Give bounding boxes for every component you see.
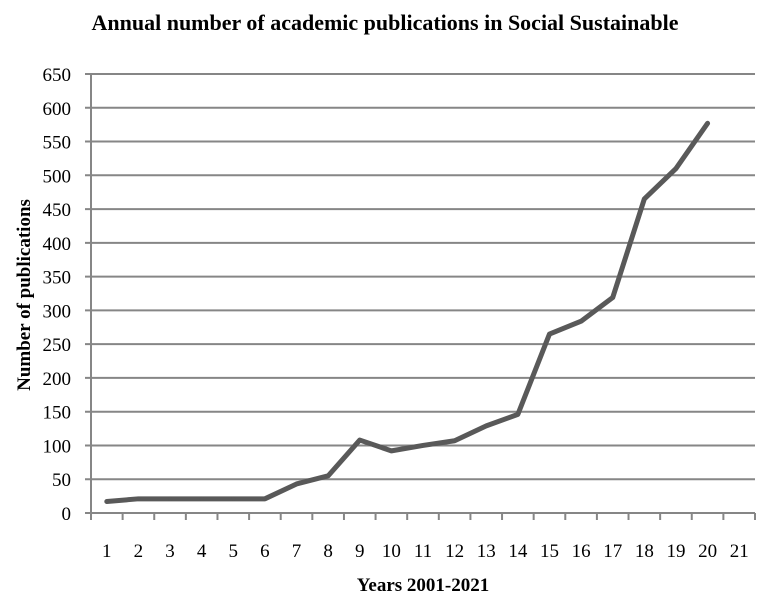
y-tick-label: 100 xyxy=(43,436,72,457)
data-point xyxy=(421,443,425,448)
x-tick-label: 5 xyxy=(229,541,239,562)
series-line xyxy=(104,120,711,505)
x-tick-label: 4 xyxy=(197,541,207,562)
x-tick-label: 15 xyxy=(540,541,559,562)
x-axis-ticks: 1 2 3 4 5 6 7 8 9 10 11 12 13 14 15 16 17 18 19 20 21 xyxy=(102,541,749,562)
data-point xyxy=(294,481,299,486)
y-tick-label: 300 xyxy=(43,301,72,322)
data-point xyxy=(515,412,520,417)
y-tick-label: 550 xyxy=(43,133,72,154)
series-group xyxy=(104,120,711,505)
data-point xyxy=(104,499,109,504)
x-tick-label: 8 xyxy=(323,541,333,562)
chart-title: Annual number of academic publications i… xyxy=(92,10,679,35)
x-tick-label: 1 xyxy=(102,541,112,562)
x-tick-label: 17 xyxy=(603,541,622,562)
y-tick-label: 650 xyxy=(43,65,72,86)
x-axis-title: Years 2001-2021 xyxy=(357,575,489,596)
x-tick-label: 14 xyxy=(508,541,528,562)
data-point xyxy=(642,196,647,201)
data-point xyxy=(452,438,457,443)
y-tick-label: 600 xyxy=(43,99,72,120)
data-point xyxy=(168,496,173,501)
x-tick-label: 6 xyxy=(260,541,270,562)
data-point xyxy=(705,121,710,126)
data-point xyxy=(357,438,362,443)
x-tick-label: 9 xyxy=(355,541,365,562)
x-tick-label: 7 xyxy=(292,541,302,562)
y-axis-title: Number of publications xyxy=(14,199,35,391)
y-axis-ticks: 0 50 100 150 200 250 300 350 400 450 500 550 600 650 xyxy=(43,65,72,525)
data-point xyxy=(136,496,141,501)
x-tick-label: 16 xyxy=(572,541,591,562)
gridlines xyxy=(85,73,756,520)
data-point xyxy=(199,496,204,501)
data-point xyxy=(610,295,615,300)
y-tick-label: 450 xyxy=(43,200,72,221)
data-point xyxy=(673,166,678,171)
data-point xyxy=(547,332,552,337)
x-tick-label: 2 xyxy=(134,541,144,562)
x-tick-label: 18 xyxy=(635,541,654,562)
y-tick-label: 250 xyxy=(43,335,72,356)
data-point xyxy=(579,319,584,324)
y-tick-label: 400 xyxy=(43,234,72,255)
x-tick-label: 3 xyxy=(165,541,175,562)
data-point xyxy=(389,448,394,453)
data-point xyxy=(262,496,267,501)
y-tick-label: 0 xyxy=(62,504,72,525)
y-tick-label: 200 xyxy=(43,369,72,390)
x-tick-label: 19 xyxy=(666,541,685,562)
data-point xyxy=(484,423,489,428)
x-tick-label: 10 xyxy=(382,541,401,562)
x-tick-label: 12 xyxy=(445,541,464,562)
data-point xyxy=(231,496,236,501)
y-tick-label: 500 xyxy=(43,166,72,187)
y-tick-label: 150 xyxy=(43,403,72,424)
x-tick-label: 20 xyxy=(698,541,717,562)
y-tick-label: 50 xyxy=(52,470,71,491)
x-tick-label: 21 xyxy=(730,541,749,562)
data-point xyxy=(326,473,331,478)
y-tick-label: 350 xyxy=(43,268,72,289)
x-tick-label: 13 xyxy=(477,541,496,562)
x-tick-label: 11 xyxy=(414,541,432,562)
